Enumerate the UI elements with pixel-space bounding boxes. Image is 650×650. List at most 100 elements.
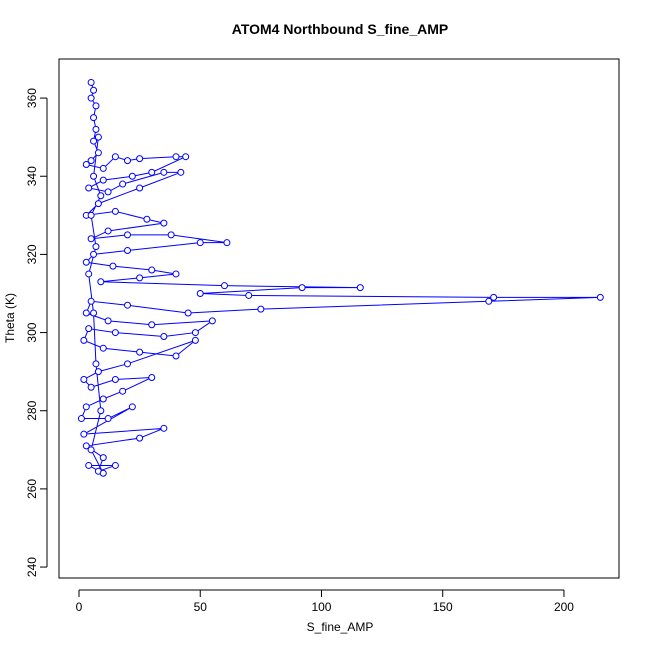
y-tick-label: 360 (25, 88, 39, 108)
data-point (99, 344, 107, 352)
data-point (123, 246, 131, 254)
data-point (160, 219, 168, 227)
data-point (94, 133, 102, 141)
data-point (119, 180, 127, 188)
data-point (87, 94, 95, 102)
data-point (245, 291, 253, 299)
data-point (87, 297, 95, 305)
data-point (94, 368, 102, 376)
data-point (104, 227, 112, 235)
data-point (223, 239, 231, 247)
data-point (123, 360, 131, 368)
data-point (184, 309, 192, 317)
data-point (85, 325, 93, 333)
data-point (128, 403, 136, 411)
x-axis-label: S_fine_AMP (307, 620, 374, 634)
data-point (97, 192, 105, 200)
data-point (92, 102, 100, 110)
data-point (82, 258, 90, 266)
data-point (92, 360, 100, 368)
data-point (111, 375, 119, 383)
data-point (109, 262, 117, 270)
data-point (99, 395, 107, 403)
data-point (172, 270, 180, 278)
data-point (85, 461, 93, 469)
data-point (123, 157, 131, 165)
chart-title: ATOM4 Northbound S_fine_AMP (232, 21, 448, 37)
data-point (128, 172, 136, 180)
data-point (160, 168, 168, 176)
data-point (85, 270, 93, 278)
data-point (80, 375, 88, 383)
data-point (160, 332, 168, 340)
data-point (148, 374, 156, 382)
data-point (111, 329, 119, 337)
data-point (104, 317, 112, 325)
data-point (87, 157, 95, 165)
data-point (92, 125, 100, 133)
data-point (97, 278, 105, 286)
data-point (111, 207, 119, 215)
x-tick-label: 100 (311, 600, 331, 614)
data-point (92, 243, 100, 251)
data-point (90, 137, 98, 145)
data-point (485, 297, 493, 305)
data-point (99, 164, 107, 172)
data-point (356, 284, 364, 292)
data-point (220, 282, 228, 290)
data-point (111, 461, 119, 469)
data-point (136, 274, 144, 282)
data-point (148, 168, 156, 176)
data-point (119, 387, 127, 395)
data-point (148, 266, 156, 274)
data-point (77, 415, 85, 423)
data-point (94, 149, 102, 157)
data-point (596, 293, 604, 301)
data-point (257, 305, 265, 313)
y-tick-label: 320 (25, 244, 39, 264)
data-point (87, 446, 95, 454)
y-tick-label: 280 (25, 400, 39, 420)
data-point (82, 309, 90, 317)
data-point (196, 239, 204, 247)
data-point (99, 176, 107, 184)
data-point (143, 215, 151, 223)
data-line (80, 82, 601, 475)
data-point (87, 211, 95, 219)
data-point (160, 424, 168, 432)
data-point (82, 442, 90, 450)
data-point (136, 348, 144, 356)
data-point (85, 184, 93, 192)
data-point (208, 317, 216, 325)
y-tick-label: 260 (25, 479, 39, 499)
data-point (90, 309, 98, 317)
data-point (111, 153, 119, 161)
y-tick-label: 340 (25, 166, 39, 186)
data-point (172, 352, 180, 360)
data-point (196, 289, 204, 297)
data-point (148, 321, 156, 329)
data-point (97, 407, 105, 415)
data-point (123, 231, 131, 239)
data-point (82, 403, 90, 411)
data-point (136, 155, 144, 163)
plot-frame (58, 58, 620, 579)
data-point (80, 336, 88, 344)
data-point (82, 161, 90, 169)
data-point (167, 231, 175, 239)
y-tick-label: 300 (25, 322, 39, 342)
data-point (94, 200, 102, 208)
data-point (172, 153, 180, 161)
data-point (87, 383, 95, 391)
data-point (104, 415, 112, 423)
data-point (191, 336, 199, 344)
x-tick-label: 50 (194, 600, 208, 614)
data-point (99, 454, 107, 462)
data-point (177, 168, 185, 176)
x-tick-label: 150 (433, 600, 453, 614)
data-point (104, 188, 112, 196)
data-point (80, 430, 88, 438)
data-point (182, 153, 190, 161)
